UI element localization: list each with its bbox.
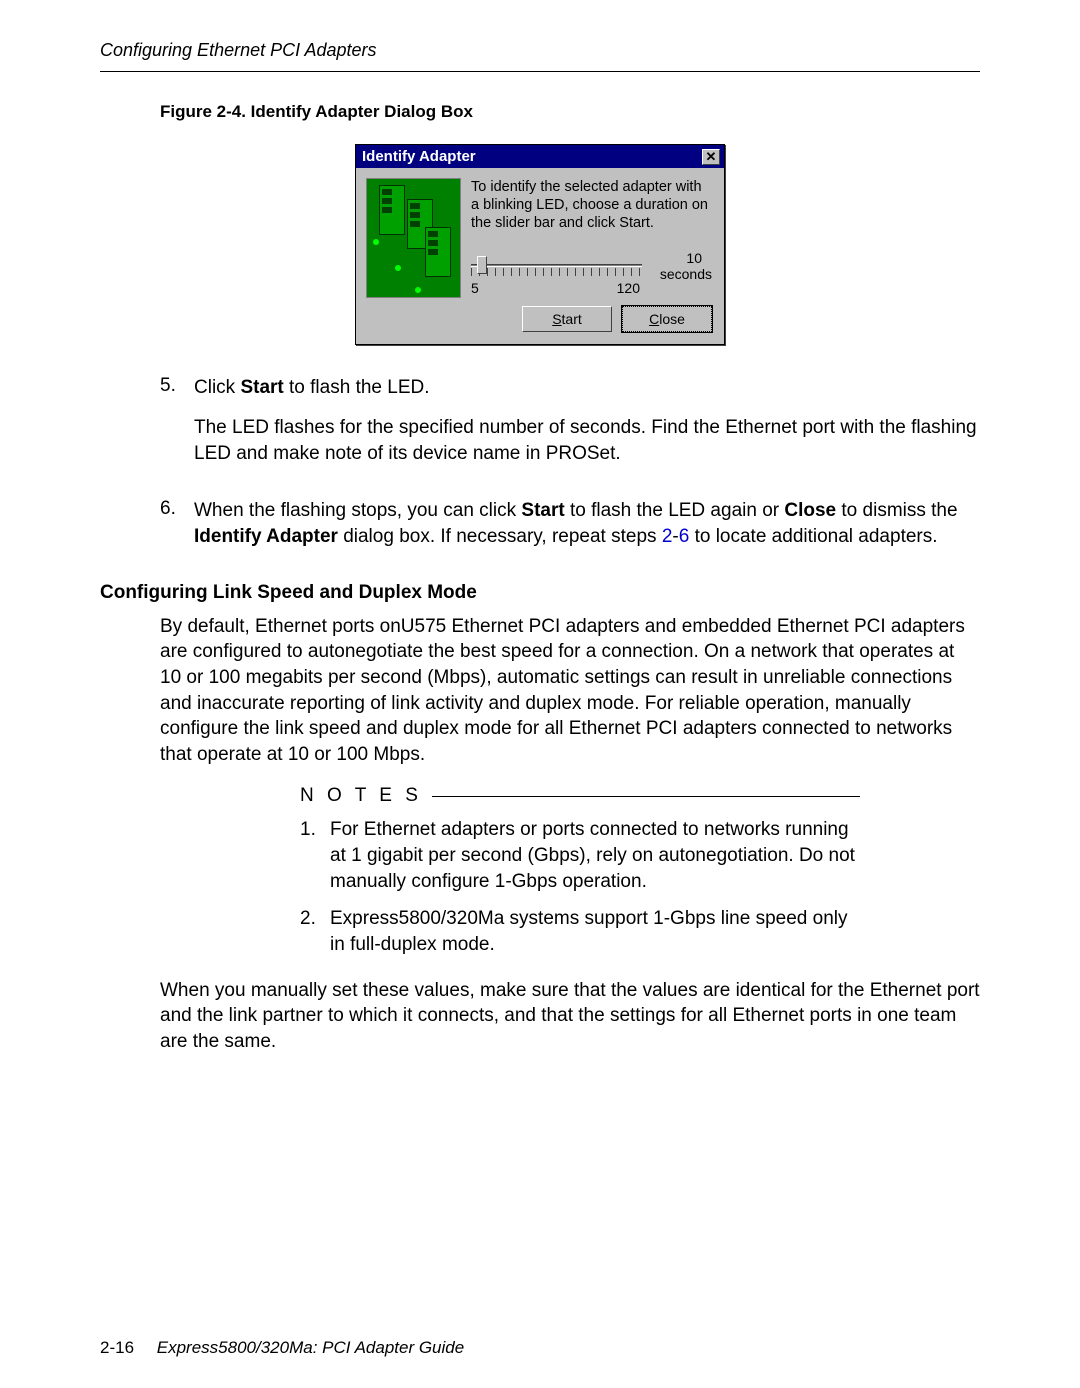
- step-6-text: When the flashing stops, you can click S…: [194, 498, 980, 549]
- dialog-instruction-text: To identify the selected adapter with a …: [471, 178, 712, 232]
- step-list: 5. Click Start to flash the LED. The LED…: [160, 375, 980, 563]
- slider-value-label: 10: [686, 250, 702, 266]
- running-header: Configuring Ethernet PCI Adapters: [100, 40, 980, 72]
- step-6: 6. When the flashing stops, you can clic…: [160, 498, 980, 563]
- identify-adapter-dialog: Identify Adapter ✕ To identify the selec…: [355, 144, 725, 345]
- step-5-line1: Click Start to flash the LED.: [194, 375, 980, 401]
- page-number: 2-16: [100, 1338, 134, 1357]
- section-heading: Configuring Link Speed and Duplex Mode: [100, 582, 980, 604]
- section-paragraph: By default, Ethernet ports onU575 Ethern…: [160, 614, 980, 768]
- slider-max-label: 120: [617, 280, 640, 296]
- duration-slider[interactable]: 5 120 10 seconds: [471, 250, 712, 300]
- dialog-figure: Identify Adapter ✕ To identify the selec…: [100, 144, 980, 345]
- slider-min-label: 5: [471, 280, 479, 296]
- slider-unit-label: seconds: [660, 266, 712, 282]
- closing-paragraph: When you manually set these values, make…: [160, 978, 980, 1055]
- link-step-2[interactable]: 2: [662, 526, 673, 547]
- link-step-6[interactable]: 6: [679, 526, 690, 547]
- step-number: 6.: [160, 498, 194, 563]
- page-footer: 2-16 Express5800/320Ma: PCI Adapter Guid…: [100, 1338, 464, 1358]
- adapter-image: [366, 178, 461, 298]
- close-button[interactable]: Close: [622, 306, 712, 332]
- start-button[interactable]: Start: [522, 306, 612, 332]
- notes-block: N O T E S 1. For Ethernet adapters or po…: [300, 785, 860, 957]
- step-number: 5.: [160, 375, 194, 480]
- step-5: 5. Click Start to flash the LED. The LED…: [160, 375, 980, 480]
- close-icon[interactable]: ✕: [702, 149, 720, 165]
- note-2: 2. Express5800/320Ma systems support 1-G…: [300, 906, 860, 957]
- footer-title: Express5800/320Ma: PCI Adapter Guide: [157, 1338, 464, 1357]
- notes-rule: [432, 796, 860, 797]
- note-1: 1. For Ethernet adapters or ports connec…: [300, 817, 860, 894]
- dialog-text-column: To identify the selected adapter with a …: [471, 178, 712, 300]
- dialog-titlebar: Identify Adapter ✕: [356, 145, 724, 168]
- dialog-title: Identify Adapter: [362, 148, 476, 165]
- step-5-para2: The LED flashes for the specified number…: [194, 415, 980, 466]
- slider-thumb[interactable]: [477, 256, 487, 274]
- notes-title: N O T E S: [300, 785, 422, 807]
- figure-caption: Figure 2-4. Identify Adapter Dialog Box: [160, 102, 980, 122]
- dialog-body: To identify the selected adapter with a …: [356, 168, 724, 344]
